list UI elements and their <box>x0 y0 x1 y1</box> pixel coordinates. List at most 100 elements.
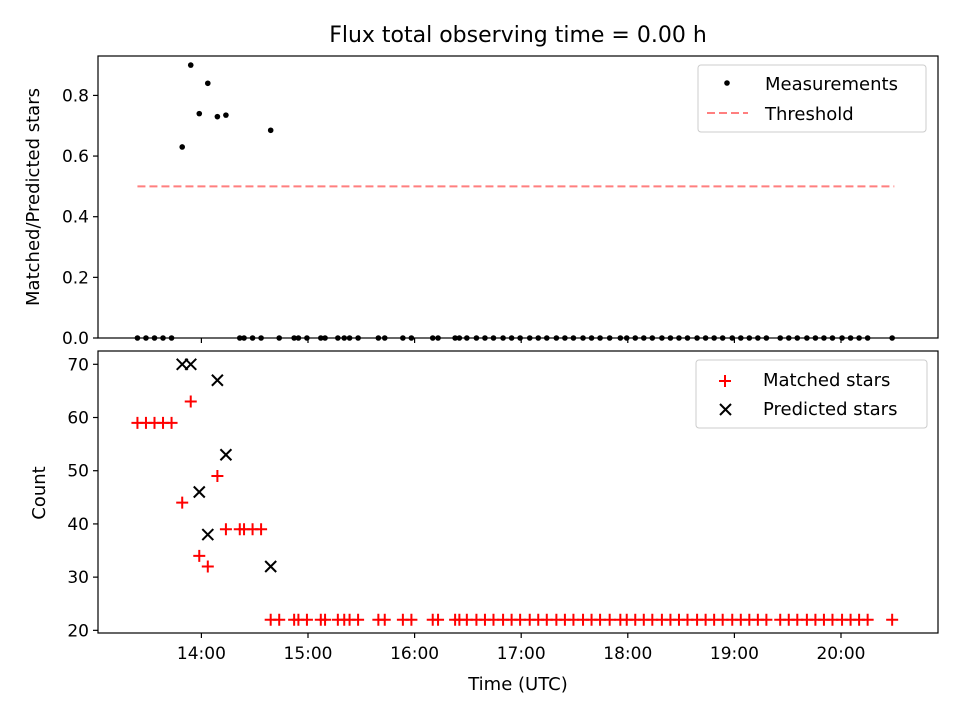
x-tick-label: 20:00 <box>816 644 865 664</box>
matched-star-point <box>165 416 178 429</box>
measurement-point <box>490 335 497 341</box>
measurement-point <box>355 335 361 341</box>
measurement-point <box>435 335 441 341</box>
measurement-point <box>785 335 792 341</box>
measurement-point <box>829 335 836 341</box>
measurement-point <box>295 335 302 341</box>
measurement-point <box>676 335 682 341</box>
matched-star-point <box>432 613 445 626</box>
measurement-point <box>684 335 691 341</box>
matched-star-point <box>184 395 197 408</box>
measurement-point <box>623 335 630 341</box>
measurement-point <box>160 335 166 341</box>
top-y-tick-label: 0.6 <box>62 147 89 167</box>
measurement-point <box>553 335 560 341</box>
measurement-point <box>304 335 310 341</box>
bottom-y-tick-label: 40 <box>67 515 89 535</box>
measurement-point <box>617 335 624 341</box>
measurement-point <box>341 335 348 341</box>
measurement-point <box>711 335 717 341</box>
legend-predicted-label: Predicted stars <box>763 399 897 420</box>
matched-star-point <box>886 613 899 626</box>
matched-star-point <box>760 613 773 626</box>
matched-star-point <box>603 613 616 626</box>
measurement-point <box>794 335 801 341</box>
measurement-point <box>236 335 243 341</box>
bottom-y-tick-label: 20 <box>67 621 89 641</box>
bottom-legend: Matched stars Predicted stars <box>695 359 928 429</box>
legend-measurements-marker <box>724 80 730 86</box>
bottom-axes: 20 30 40 50 60 70 14:00 15:00 16:00 17:00 18:00 19:… <box>67 355 899 664</box>
matched-star-point <box>352 613 365 626</box>
measurement-point <box>508 335 515 341</box>
measurement-point <box>580 335 586 341</box>
measurement-point <box>632 335 639 341</box>
x-tick-label: 17:00 <box>497 644 546 664</box>
measurement-point <box>755 335 761 341</box>
measurement-point <box>847 335 854 341</box>
legend-measurements-label: Measurements <box>765 74 898 95</box>
measurement-point <box>408 335 415 341</box>
predicted-star-point <box>219 448 233 461</box>
measurement-point <box>737 335 744 341</box>
measurement-point <box>570 335 577 341</box>
chart-title: Flux total observing time = 0.00 h <box>329 23 707 48</box>
measurement-point <box>694 335 700 341</box>
measurement-point <box>649 335 656 341</box>
bottom-y-axis-label: Count <box>29 466 50 519</box>
bottom-y-tick-label: 50 <box>67 462 89 482</box>
measurement-point <box>889 335 895 341</box>
measurement-point <box>214 113 221 120</box>
bottom-legend-box <box>695 359 928 429</box>
x-tick-label: 14:00 <box>177 644 226 664</box>
legend-matched-label: Matched stars <box>763 370 890 391</box>
predicted-star-point <box>193 485 206 499</box>
matched-star-point <box>211 470 224 483</box>
measurement-point <box>456 335 463 341</box>
measurement-point <box>659 335 665 341</box>
measurement-point <box>291 335 297 341</box>
matched-star-point <box>319 613 332 626</box>
top-y-axis-label: Matched/Predicted stars <box>23 88 44 306</box>
measurement-point <box>400 335 406 341</box>
x-tick-label: 19:00 <box>710 644 759 664</box>
measurement-point <box>588 335 595 341</box>
measurement-point <box>473 335 480 341</box>
measurement-point <box>719 335 726 341</box>
measurement-point <box>812 335 819 341</box>
measurement-point <box>258 335 264 341</box>
measurement-point <box>317 335 324 341</box>
matched-star-point <box>219 523 232 536</box>
matched-star-point <box>201 560 214 573</box>
legend-predicted-marker <box>719 403 732 416</box>
measurement-point <box>381 335 388 341</box>
bottom-y-tick-label: 60 <box>67 409 89 429</box>
measurement-point <box>777 335 784 341</box>
measurement-point <box>746 335 753 341</box>
top-y-tick-label: 0.2 <box>62 268 89 288</box>
measurement-point <box>223 112 229 118</box>
predicted-star-point <box>264 560 277 573</box>
measurement-point <box>562 335 568 341</box>
measurement-point <box>535 335 542 341</box>
top-y-tick-label: 0.4 <box>62 208 89 228</box>
matched-star-point <box>300 613 313 626</box>
matched-star-point <box>861 613 874 626</box>
measurement-point <box>168 335 175 341</box>
measurement-point <box>249 335 256 341</box>
measurement-point <box>864 335 871 341</box>
top-legend-box <box>697 64 927 133</box>
measurement-point <box>763 335 770 341</box>
measurement-point <box>143 335 149 341</box>
measurement-point <box>452 335 458 341</box>
measurement-point <box>482 335 488 341</box>
measurement-point <box>464 335 470 341</box>
measurement-point <box>241 335 247 341</box>
legend-matched-marker <box>719 375 731 387</box>
bottom-axes-frame <box>97 350 939 634</box>
matched-star-point <box>405 613 418 626</box>
top-y-tick-label: 0.0 <box>62 329 89 349</box>
measurement-point <box>526 335 533 341</box>
measurement-point <box>151 335 158 341</box>
